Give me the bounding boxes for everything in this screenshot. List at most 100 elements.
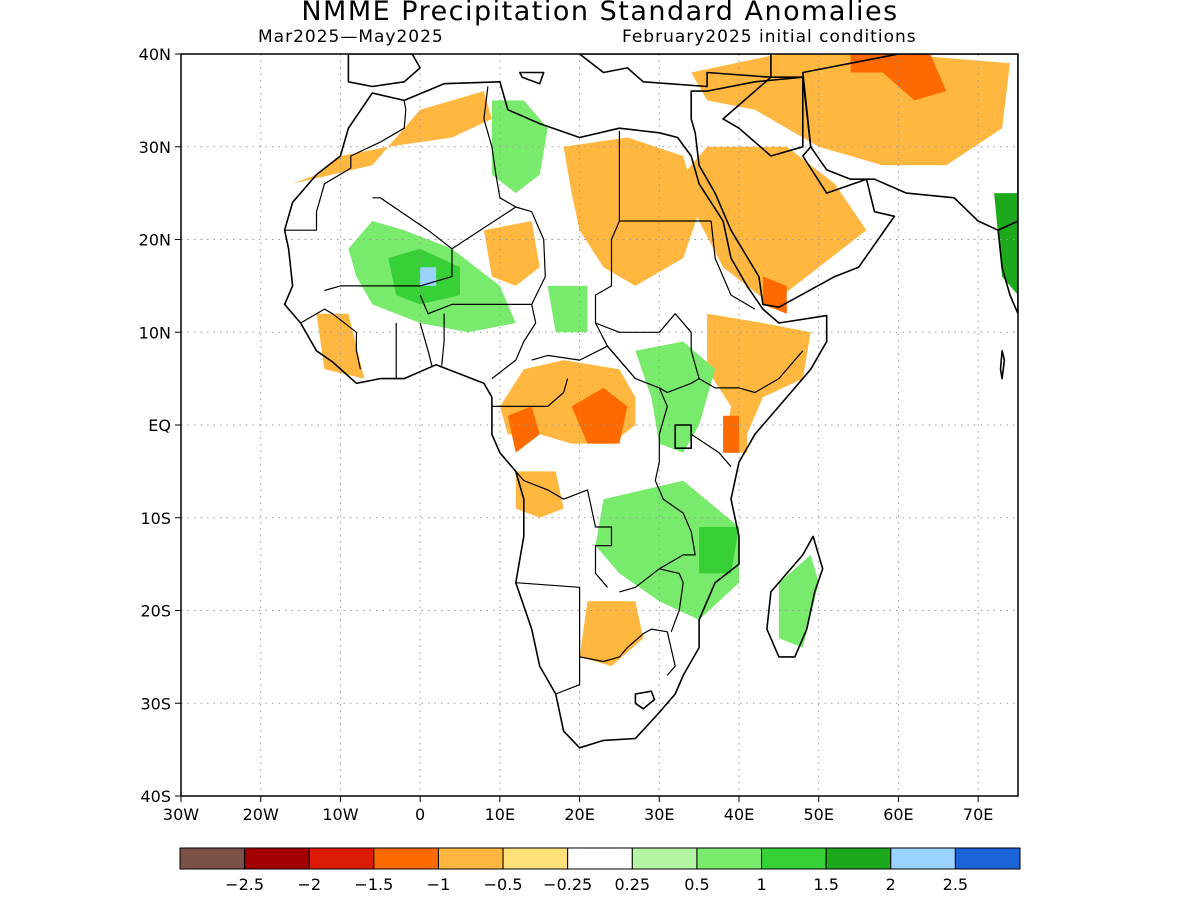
colorbar-swatch [437,847,504,870]
x-tick-label: 20E [564,805,594,824]
anomaly-region-23 [994,193,1018,296]
x-tick-label: 10E [485,805,515,824]
coastline-arabian-peninsula-north [722,76,804,157]
x-tick-label: 10W [322,805,358,824]
border-nigeria-cameroon [491,304,537,380]
colorbar-label: −0.25 [543,875,592,894]
colorbar-swatch [179,847,246,870]
anomaly-region-5 [707,313,811,453]
anomaly-region-0 [292,91,492,184]
anomaly-region-9 [316,313,365,379]
coastline-sri-lanka-islands [999,349,1006,380]
border-east-africa [654,434,696,570]
anomaly-region-12 [507,406,540,453]
anomaly-region-24 [420,267,437,286]
border-namibia-botswana [515,582,581,695]
x-tick-label: 0 [415,805,425,824]
coastline-balkans-turkey [578,54,772,88]
border-west-africa-3 [419,322,433,367]
coastline-madagascar [766,535,824,658]
y-tick-label: 10S [140,509,171,528]
anomaly-region-3 [563,137,700,286]
x-tick-label: 30E [644,805,674,824]
colorbar-label: 2.5 [943,875,968,894]
colorbar-swatch [954,847,1021,870]
x-tick-label: 40E [724,805,754,824]
colorbar-swatch [373,847,439,870]
coastline-sicily [518,71,545,85]
anomaly-shading [292,54,1018,667]
anomaly-region-7 [515,471,564,518]
coastline-lake-victoria [674,424,693,450]
y-tick-label: 40N [139,45,171,64]
border-horn [710,220,756,310]
x-tick-label: 60E [883,805,913,824]
colorbar-label: −0.5 [484,875,523,894]
anomaly-region-19 [778,554,819,648]
coastlines-and-borders [283,54,1018,749]
anomaly-region-18 [595,480,739,620]
y-tick-label: 20N [139,231,171,250]
colorbar-swatch [696,847,763,870]
y-tick-label: 40S [140,787,171,806]
y-tick-label: 30S [140,694,171,713]
initial-conditions-label: February2025 initial conditions [622,27,917,47]
y-tick-label: EQ [148,416,171,435]
x-tick-label: 30W [163,805,199,824]
x-tick-label: 50E [803,805,833,824]
border-gabon-congo [491,378,569,407]
colorbar-swatch [890,847,956,870]
anomaly-region-8 [579,601,644,667]
border-botswana-sa [579,628,676,676]
y-tick-label: 30N [139,138,171,157]
chart-title: NMME Precipitation Standard Anomalies [301,0,899,27]
anomaly-region-11 [571,387,628,444]
colorbar-label: 2 [886,875,896,894]
colorbar-swatch [631,847,698,870]
colorbar-label: −2 [297,875,321,894]
colorbar-label: 1 [756,875,766,894]
x-tick-label: 20W [243,805,279,824]
y-tick-label: 20S [140,602,171,621]
coastline-iran-south-asia [801,54,1018,231]
colorbar-swatch [244,847,310,870]
anomaly-region-4 [483,221,540,286]
border-zimbabwe-moz [619,568,684,633]
border-kenya-tanzania [690,433,732,468]
colorbar-label: −1.5 [354,875,393,894]
anomaly-region-13 [762,276,787,314]
coastline-europe-south [347,54,421,88]
latitude-axis: 40N 30N 20N 10N EQ 10S 20S 30S 40S [139,45,181,806]
anomaly-region-14 [723,415,739,453]
border-nigeria [441,313,445,366]
coastline-lesotho [634,690,656,710]
longitude-axis: 30W 20W 10W 0 10E 20E 30E 40E 50E 60E 70E [163,796,993,824]
colorbar: −2.5 −2 −1.5 −1 −0.5 −0.25 0.25 0.5 1 1.5 2 2.5 [179,847,1021,894]
x-tick-label: 70E [963,805,993,824]
border-sudan-south [595,313,692,351]
colorbar-label: 0.25 [614,875,650,894]
border-maghreb [350,100,407,169]
colorbar-label: −1 [427,875,451,894]
border-drc-angola [515,471,613,588]
colorbar-swatch [308,847,375,870]
season-label: Mar2025—May2025 [258,27,444,47]
border-uganda [658,378,700,435]
border-niger-chad [419,206,546,315]
colorbar-swatch [567,847,633,870]
border-algeria-east [483,86,517,208]
coastline-india-west-coast [997,220,1018,315]
anomaly-region-22 [699,527,739,574]
border-sahel-line-1 [284,167,352,231]
colorbar-swatch [502,847,569,870]
border-mali-algeria [324,197,453,292]
colorbar-label: 0.5 [684,875,709,894]
colorbar-swatch [761,847,827,870]
coastline-africa [283,81,828,749]
y-tick-label: 10N [139,323,171,342]
border-west-africa-1 [300,308,361,370]
colorbar-label: 1.5 [813,875,838,894]
colorbar-label: −2.5 [225,875,264,894]
anomaly-region-2 [683,146,867,305]
